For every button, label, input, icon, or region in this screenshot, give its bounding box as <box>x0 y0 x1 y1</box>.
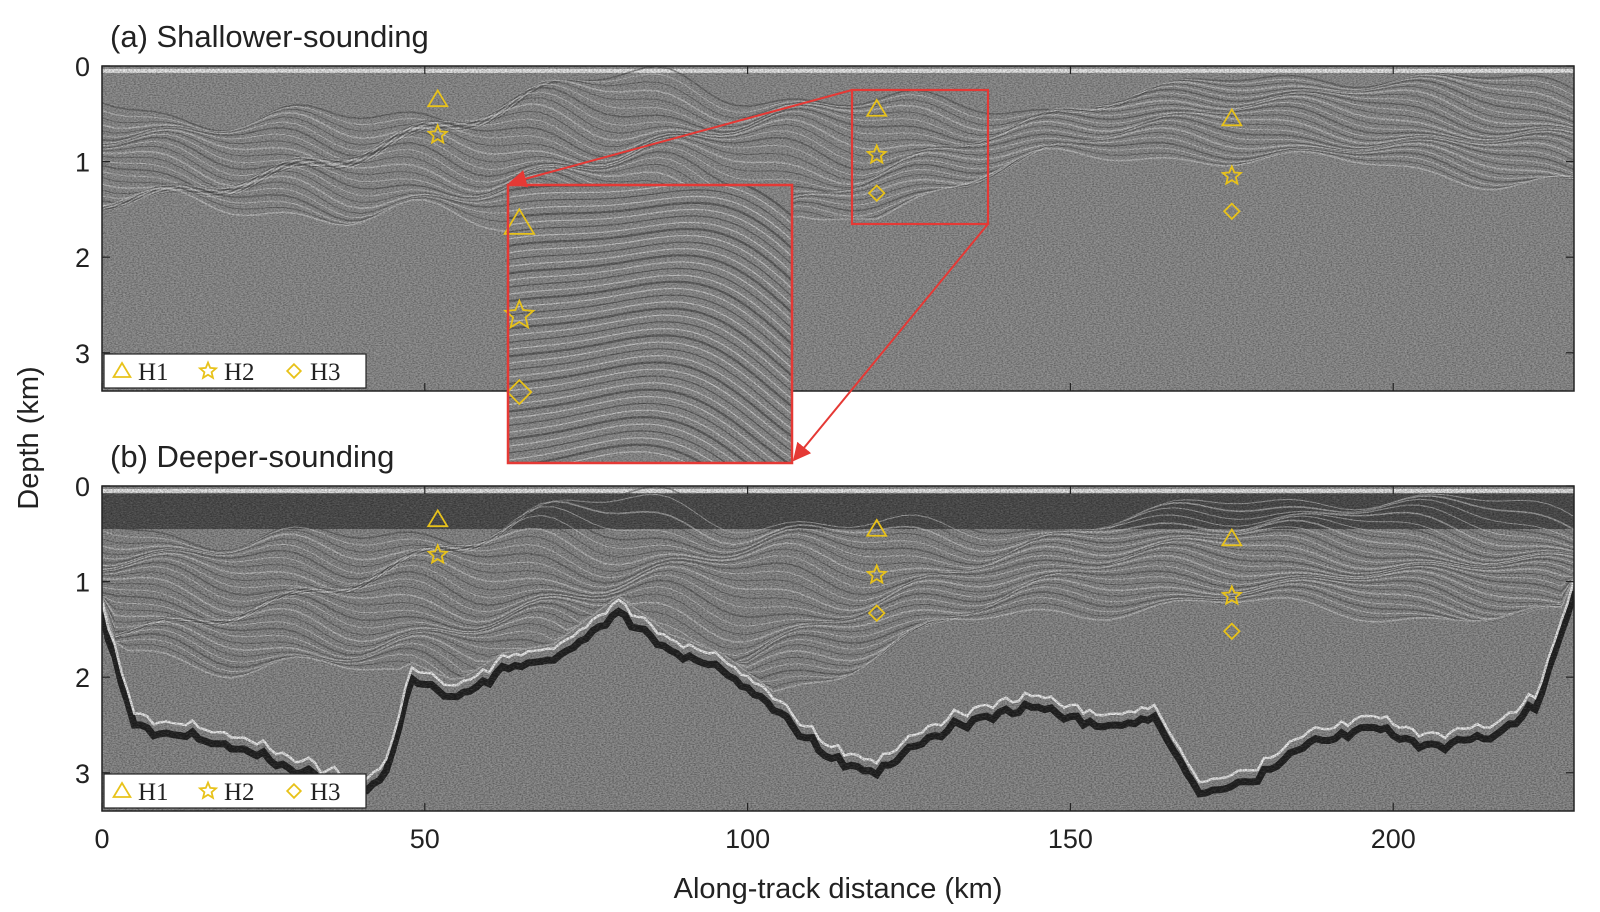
inset-h1-marker <box>503 207 536 235</box>
legend-label-h2: H2 <box>224 359 255 386</box>
panel-a-title: (a) Shallower-sounding <box>110 19 429 54</box>
panel-a-y-tick-label: 2 <box>75 243 90 273</box>
panel-b-y-tick-label: 0 <box>75 472 90 502</box>
x-tick-label: 0 <box>94 824 109 854</box>
panel-a-y-tick-label: 3 <box>75 339 90 369</box>
zoom-arrow-bottom <box>792 223 989 462</box>
panel-b-y-tick-label: 1 <box>75 568 90 598</box>
panel-a-y-tick-label: 0 <box>75 52 90 82</box>
zoom-inset <box>503 183 794 465</box>
panel-b-h3-marker <box>1222 622 1241 641</box>
panel-b-title: (b) Deeper-sounding <box>110 439 394 474</box>
zoom-source-box <box>850 88 990 226</box>
panel-b-h2-marker <box>1220 584 1244 606</box>
diamond-icon <box>285 362 303 380</box>
star-icon <box>197 780 219 800</box>
panel-b-radargram <box>102 486 1574 811</box>
star-icon <box>197 360 219 380</box>
x-axis-label: Along-track distance (km) <box>674 873 1003 905</box>
panel-a-h3-marker <box>867 184 886 203</box>
panel-a-h1-marker <box>865 98 888 117</box>
x-tick-label: 50 <box>410 824 440 854</box>
x-tick-label: 200 <box>1371 824 1416 854</box>
diamond-icon <box>285 782 303 800</box>
panel-a-h2-marker <box>1220 164 1244 186</box>
panel-b-y-tick-label: 3 <box>75 759 90 789</box>
legend-label-h1: H1 <box>138 779 169 806</box>
legend-label-h3: H3 <box>310 359 341 386</box>
panel-b-h1-marker <box>426 508 449 528</box>
triangle-icon <box>112 781 132 798</box>
panel-b-legend: H1 H2 H3 <box>103 773 367 809</box>
panel-b-h3-marker <box>867 604 886 623</box>
panel-a-frame <box>101 65 1575 392</box>
panel-a-h2-marker <box>426 123 449 145</box>
inset-h3-marker <box>506 378 533 406</box>
inset-frame <box>506 183 794 465</box>
panel-a-legend: H1 H2 H3 <box>103 353 367 389</box>
legend-label-h3: H3 <box>310 779 341 806</box>
panel-b-frame <box>101 485 1575 812</box>
panel-b-h1-marker <box>1220 527 1243 547</box>
panel-a-h1-marker <box>1220 107 1243 127</box>
triangle-icon <box>112 361 132 378</box>
y-axis-label: Depth (km) <box>13 366 45 509</box>
panel-b-h2-marker <box>865 563 888 585</box>
panel-a-y-tick-label: 1 <box>75 148 90 178</box>
legend-label-h2: H2 <box>224 779 255 806</box>
panel-b-y-tick-label: 2 <box>75 663 90 693</box>
panel-a-h3-marker <box>1222 202 1241 221</box>
panel-b-h2-marker <box>426 543 449 565</box>
panel-b-h1-marker <box>865 518 888 537</box>
panel-a-h2-marker <box>865 143 888 165</box>
legend-label-h1: H1 <box>138 359 169 386</box>
x-tick-label: 100 <box>725 824 770 854</box>
panel-a-radargram <box>102 66 1574 391</box>
x-tick-label: 150 <box>1048 824 1093 854</box>
zoom-arrow-top <box>508 89 853 188</box>
panel-a-h1-marker <box>426 88 449 108</box>
